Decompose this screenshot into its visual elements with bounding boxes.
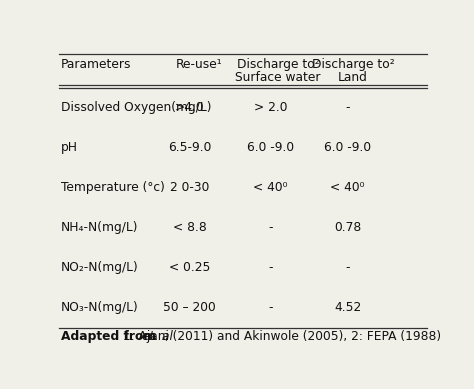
Text: 6.0 -9.0: 6.0 -9.0 xyxy=(247,142,294,154)
Text: 6.5-9.0: 6.5-9.0 xyxy=(168,142,211,154)
Text: pH: pH xyxy=(61,142,78,154)
Text: ., (2011) and Akinwole (2005), 2: FEPA (1988): ., (2011) and Akinwole (2005), 2: FEPA (… xyxy=(161,330,441,343)
Text: : 1: Ajani: : 1: Ajani xyxy=(116,330,173,343)
Text: < 40⁰: < 40⁰ xyxy=(253,181,288,194)
Text: < 8.8: < 8.8 xyxy=(173,221,207,234)
Text: NO₃-N(mg/L): NO₃-N(mg/L) xyxy=(61,301,139,314)
Text: et. al: et. al xyxy=(142,330,173,343)
Text: Surface water: Surface water xyxy=(235,71,320,84)
Text: 2 0-30: 2 0-30 xyxy=(170,181,210,194)
Text: Discharge to²: Discharge to² xyxy=(312,58,394,71)
Text: < 0.25: < 0.25 xyxy=(169,261,210,274)
Text: 6.0 -9.0: 6.0 -9.0 xyxy=(324,142,371,154)
Text: -: - xyxy=(268,301,273,314)
Text: >4.0: >4.0 xyxy=(175,102,204,114)
Text: < 40⁰: < 40⁰ xyxy=(330,181,365,194)
Text: Re-use¹: Re-use¹ xyxy=(175,58,222,71)
Text: NH₄-N(mg/L): NH₄-N(mg/L) xyxy=(61,221,138,234)
Text: -: - xyxy=(268,221,273,234)
Text: > 2.0: > 2.0 xyxy=(254,102,287,114)
Text: -: - xyxy=(346,261,350,274)
Text: Land: Land xyxy=(338,71,368,84)
Text: -: - xyxy=(346,102,350,114)
Text: 4.52: 4.52 xyxy=(334,301,361,314)
Text: 0.78: 0.78 xyxy=(334,221,361,234)
Text: Parameters: Parameters xyxy=(61,58,132,71)
Text: NO₂-N(mg/L): NO₂-N(mg/L) xyxy=(61,261,139,274)
Text: 50 – 200: 50 – 200 xyxy=(163,301,216,314)
Text: Temperature (°c): Temperature (°c) xyxy=(61,181,165,194)
Text: Dissolved Oxygen(mg/L): Dissolved Oxygen(mg/L) xyxy=(61,102,211,114)
Text: Adapted from: Adapted from xyxy=(61,330,156,343)
Text: Discharge to²: Discharge to² xyxy=(237,58,319,71)
Text: -: - xyxy=(268,261,273,274)
